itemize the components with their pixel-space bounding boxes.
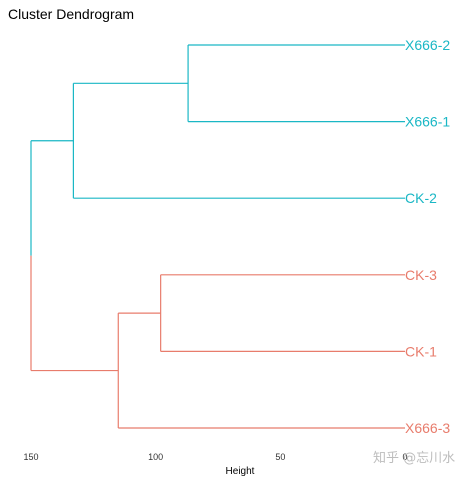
leaf-label: CK-2	[405, 190, 437, 206]
x-tick-label: 150	[23, 452, 38, 462]
chart-title: Cluster Dendrogram	[8, 6, 134, 22]
x-axis-ticks: 150 100 50 0	[23, 452, 407, 462]
x-axis-label: Height	[226, 466, 255, 477]
watermark: 知乎 @忘川水	[373, 450, 455, 466]
x-tick-label: 0	[402, 452, 407, 462]
leaf-label: CK-1	[405, 343, 437, 359]
x-tick-label: 50	[275, 452, 285, 462]
leaf-label: CK-3	[405, 267, 437, 283]
leaf-label: X666-3	[405, 420, 450, 436]
leaf-label: X666-2	[405, 37, 450, 53]
leaf-labels: X666-2 X666-1 CK-2 CK-3 CK-1 X666-3	[405, 37, 450, 436]
x-tick-label: 100	[148, 452, 163, 462]
dendrogram-branches	[30, 44, 405, 429]
leaf-label: X666-1	[405, 114, 450, 130]
